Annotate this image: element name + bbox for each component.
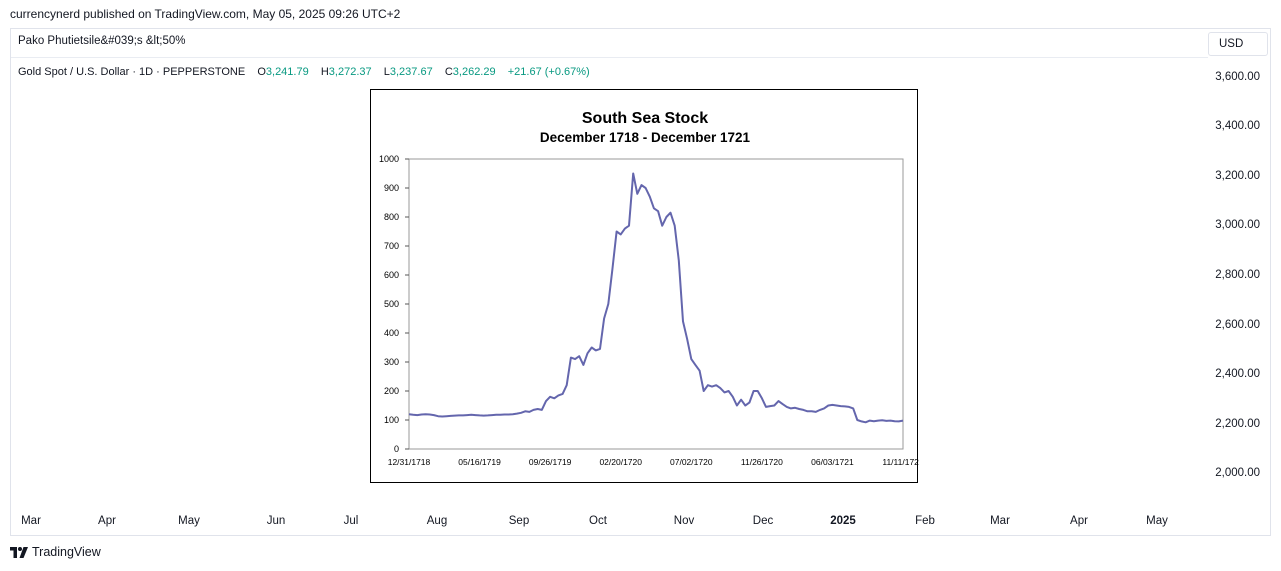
title-divider (11, 57, 1208, 58)
price-axis-tick: 3,200.00 (1215, 170, 1260, 182)
time-axis-tick: Dec (752, 515, 774, 527)
price-axis-tick: 3,400.00 (1215, 120, 1260, 132)
south-sea-y-tick: 1000 (379, 154, 399, 164)
price-axis-tick: 2,200.00 (1215, 418, 1260, 430)
chart-frame (10, 28, 1271, 536)
chart-title: Pako Phutietsile&#039;s &lt;50% (18, 35, 186, 47)
close-value: 3,262.29 (452, 66, 496, 78)
tradingview-brand: TradingView (32, 545, 101, 559)
time-axis-tick: Aug (426, 515, 448, 527)
south-sea-chart-image: South Sea Stock December 1718 - December… (370, 89, 919, 483)
south-sea-price-line (408, 172, 904, 424)
ohlc-legend: Gold Spot / U.S. Dollar · 1D · PEPPERSTO… (18, 66, 590, 78)
high-value: 3,272.37 (328, 66, 372, 78)
south-sea-y-tick: 300 (384, 357, 399, 367)
south-sea-x-tick: 11/26/1720 (741, 457, 783, 467)
south-sea-title: South Sea Stock (582, 110, 708, 127)
time-axis-tick: Jun (266, 515, 286, 527)
time-axis-tick: Mar (21, 515, 41, 527)
time-axis-tick: Feb (915, 515, 935, 527)
time-axis-tick: Apr (1070, 515, 1088, 527)
south-sea-x-tick: 12/31/1718 (388, 457, 431, 467)
open-label: O (257, 66, 266, 78)
time-axis-tick: 2025 (830, 515, 856, 527)
time-axis-tick: Jul (343, 515, 359, 527)
time-axis-tick: Mar (990, 515, 1010, 527)
time-axis-tick: Oct (589, 515, 607, 527)
price-axis-tick: 2,800.00 (1215, 269, 1260, 281)
price-axis-tick: 2,400.00 (1215, 368, 1260, 380)
south-sea-subtitle: December 1718 - December 1721 (540, 130, 751, 145)
south-sea-y-tick: 400 (384, 328, 399, 338)
south-sea-y-tick: 100 (384, 415, 399, 425)
tradingview-logo[interactable]: TradingView (10, 545, 101, 559)
publish-line: currencynerd published on TradingView.co… (10, 7, 401, 21)
south-sea-y-tick: 900 (384, 183, 399, 193)
time-axis-tick: May (178, 515, 200, 527)
south-sea-y-tick: 200 (384, 386, 399, 396)
open-value: 3,241.79 (265, 66, 309, 78)
south-sea-y-tick: 700 (384, 241, 399, 251)
high-label: H (320, 66, 329, 78)
south-sea-y-tick: 500 (384, 299, 399, 309)
south-sea-chart-svg: South Sea Stock December 1718 - December… (379, 110, 919, 467)
south-sea-y-tick: 800 (384, 212, 399, 222)
south-sea-x-tick: 11/11/1721 (882, 457, 919, 467)
south-sea-x-tick: 09/26/1719 (529, 457, 572, 467)
price-axis-tick: 2,600.00 (1215, 319, 1260, 331)
price-axis[interactable]: 3,600.00 3,400.00 3,200.00 3,000.00 2,800.00… (1208, 58, 1270, 509)
change-value: +21.67 (+0.67%) (507, 66, 590, 78)
low-value: 3,237.67 (389, 66, 433, 78)
symbol-description: Gold Spot / U.S. Dollar · 1D · PEPPERSTO… (18, 66, 246, 78)
price-axis-tick: 2,000.00 (1215, 467, 1260, 479)
south-sea-y-tick: 600 (384, 270, 399, 280)
time-axis-tick: May (1146, 515, 1168, 527)
south-sea-y-tick: 0 (394, 444, 399, 454)
time-axis-tick: Nov (673, 515, 695, 527)
close-label: C (444, 66, 453, 78)
south-sea-x-tick: 02/20/1720 (599, 457, 642, 467)
south-sea-x-tick: 05/16/1719 (458, 457, 501, 467)
south-sea-x-tick: 07/02/1720 (670, 457, 713, 467)
time-axis-tick: Apr (98, 515, 116, 527)
price-axis-tick: 3,000.00 (1215, 219, 1260, 231)
time-axis-tick: Sep (508, 515, 530, 527)
south-sea-x-tick: 06/03/1721 (811, 457, 854, 467)
currency-button[interactable]: USD (1208, 32, 1268, 56)
price-axis-tick: 3,600.00 (1215, 71, 1260, 83)
tradingview-logo-icon (10, 546, 28, 558)
low-label: L (383, 66, 390, 78)
